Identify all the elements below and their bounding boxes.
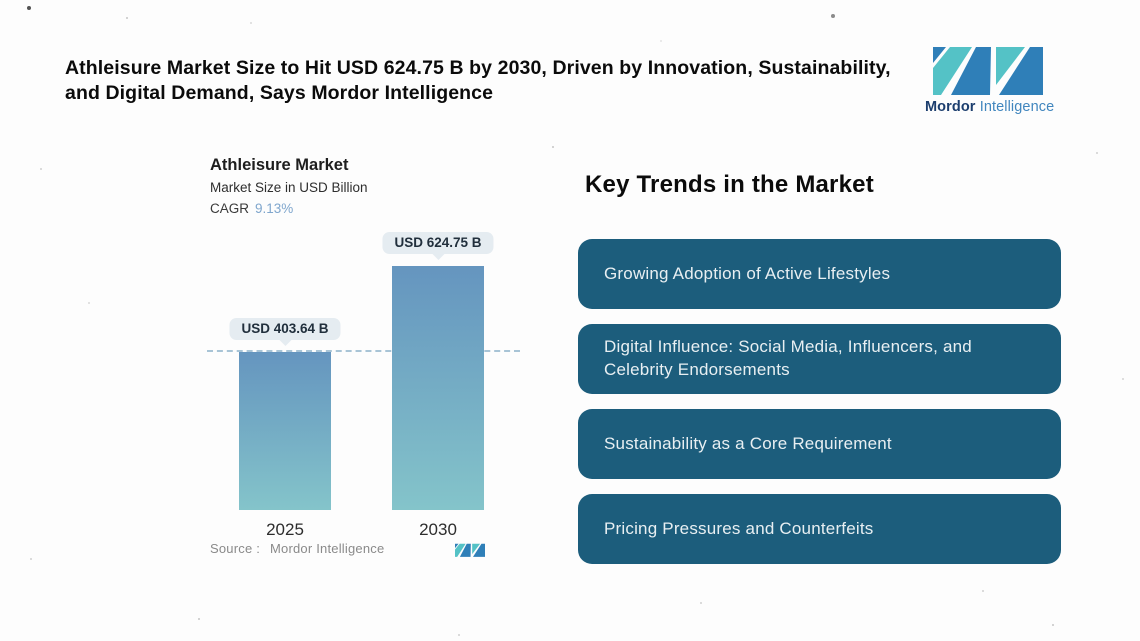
brand-name-primary: Mordor <box>925 99 976 115</box>
bar-value-callout-2030: USD 624.75 B <box>382 232 494 260</box>
mordor-logo: Mordor Intelligence <box>925 45 1054 115</box>
trend-label: Pricing Pressures and Counterfeits <box>604 518 874 538</box>
bar-value-label-2025: USD 403.64 B <box>229 318 341 341</box>
bar-2030 <box>392 266 484 510</box>
trend-label: Growing Adoption of Active Lifestyles <box>604 263 891 283</box>
chart-source: Source : Mordor Intelligence <box>210 541 384 556</box>
trend-label: Sustainability as a Core Requirement <box>604 433 892 453</box>
x-axis-label-2030: 2030 <box>419 520 457 539</box>
cagr-label: CAGR <box>210 201 250 216</box>
bar-group-2030: USD 624.75 B 2030 <box>382 232 494 539</box>
bar-value-label-2030: USD 624.75 B <box>382 232 494 254</box>
trend-card-pricing-pressures: Pricing Pressures and Counterfeits <box>578 494 1061 564</box>
bar-chart-plot: USD 403.64 B 2025 USD 624.75 B 2030 <box>205 232 520 539</box>
key-trends-list: Growing Adoption of Active Lifestyles Di… <box>578 239 1061 564</box>
chart-subtitle: Market Size in USD Billion <box>210 180 368 195</box>
trend-card-digital-influence: Digital Influence: Social Media, Influen… <box>578 324 1061 394</box>
trend-card-sustainability: Sustainability as a Core Requirement <box>578 409 1061 479</box>
source-label: Source : <box>210 541 261 556</box>
bar-2025 <box>239 352 331 510</box>
trend-card-active-lifestyles: Growing Adoption of Active Lifestyles <box>578 239 1061 309</box>
bar-group-2025: USD 403.64 B 2025 <box>229 235 341 539</box>
trend-label: Digital Influence: Social Media, Influen… <box>604 337 972 379</box>
brand-name-secondary: Intelligence <box>979 99 1055 115</box>
mordor-logo-wordmark: Mordor Intelligence <box>925 99 1054 115</box>
callout-pointer-icon <box>277 339 292 347</box>
mordor-logo-small-icon <box>455 543 485 557</box>
x-axis-label-2025: 2025 <box>266 520 304 539</box>
bar-value-callout-2025: USD 403.64 B <box>229 318 341 347</box>
background-noise-specks <box>0 0 2 2</box>
chart-title: Athleisure Market <box>210 156 349 174</box>
reference-dashed-line <box>207 350 520 353</box>
page-title: Athleisure Market Size to Hit USD 624.75… <box>65 57 891 104</box>
callout-pointer-icon <box>430 253 445 260</box>
mordor-logo-icon <box>933 47 1043 95</box>
cagr-value: 9.13% <box>255 201 294 216</box>
key-trends-heading: Key Trends in the Market <box>585 171 874 198</box>
source-value: Mordor Intelligence <box>270 541 385 556</box>
chart-cagr: CAGR 9.13% <box>210 201 293 216</box>
